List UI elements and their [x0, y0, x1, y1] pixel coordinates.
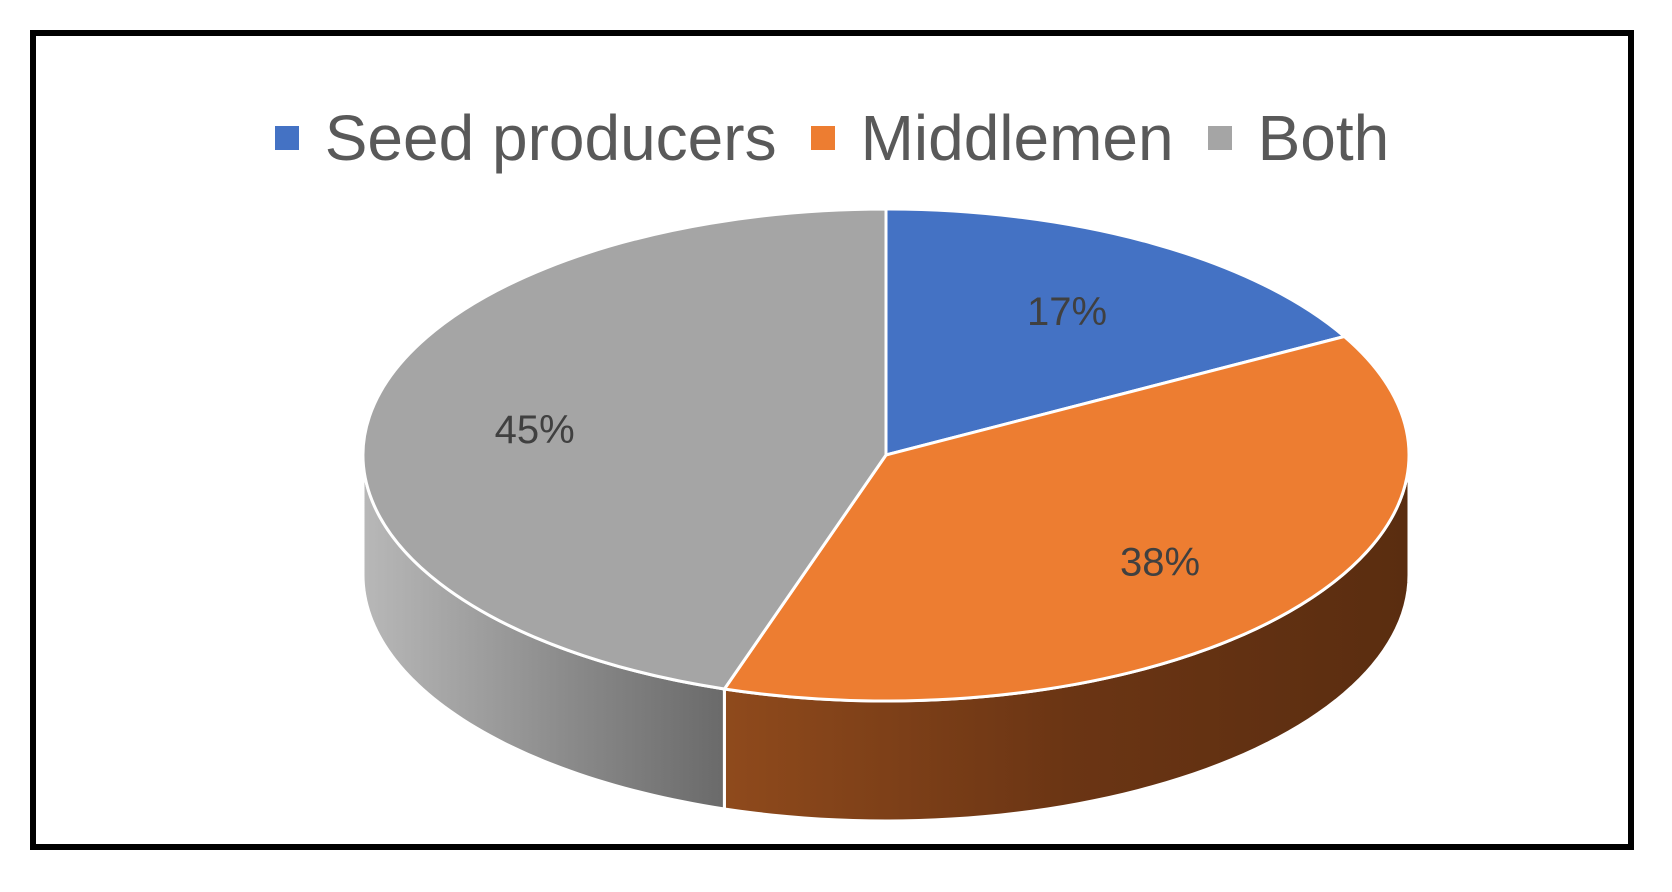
legend-label-both: Both — [1257, 102, 1390, 174]
legend-swatch-seed-producers — [274, 126, 299, 150]
pie-label-layer: 17% 38% 45% — [495, 290, 1200, 585]
legend-item-seed-producers: Seed producers — [274, 102, 777, 174]
legend-label-middlemen: Middlemen — [860, 102, 1174, 174]
chart-legend: Seed producers Middlemen Both — [36, 106, 1628, 170]
pie-slice-middlemen — [722, 334, 1411, 703]
pie-slice-both — [361, 207, 888, 691]
data-label-seed-producers: 17% — [1027, 290, 1107, 334]
legend-item-middlemen: Middlemen — [810, 102, 1174, 174]
legend-item-both: Both — [1207, 102, 1390, 174]
data-label-middlemen: 38% — [1120, 541, 1200, 585]
legend-label-seed-producers: Seed producers — [324, 102, 777, 174]
legend-swatch-middlemen — [810, 126, 835, 150]
legend-swatch-both — [1207, 126, 1232, 150]
pie-slice-seed-producers — [884, 207, 1346, 457]
pie-top-layer — [361, 207, 1411, 703]
data-label-both: 45% — [495, 408, 575, 452]
